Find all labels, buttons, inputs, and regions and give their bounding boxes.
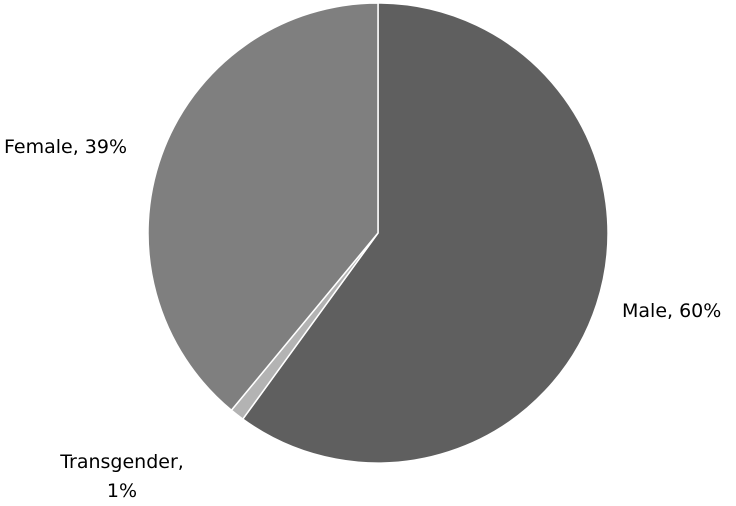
slice-label-female: Female, 39% xyxy=(4,136,127,158)
pie-slice-male xyxy=(241,2,609,464)
slice-label-transgender-line2: 1% xyxy=(107,480,137,501)
pie-slices xyxy=(147,2,609,464)
slice-label-male: Male, 60% xyxy=(622,300,721,322)
pie-labels: Male, 60% Transgender, 1% Female, 39% xyxy=(4,136,721,502)
pie-slice-female xyxy=(147,2,379,412)
slice-label-transgender-line1: Transgender, xyxy=(59,451,184,473)
